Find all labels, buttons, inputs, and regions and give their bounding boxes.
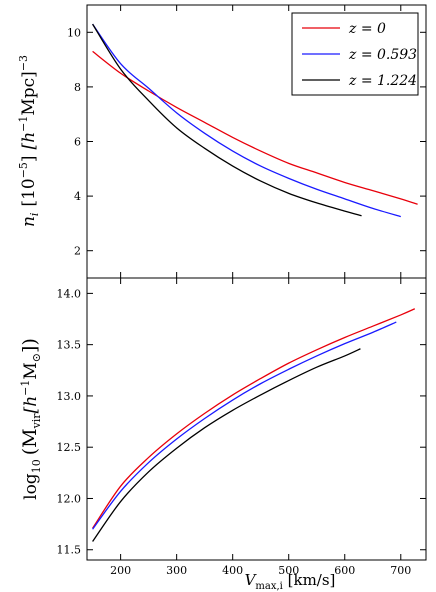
top-y-ticks: 2 4 6 8 10 <box>67 26 426 258</box>
bot-ylabel-func: log <box>21 473 41 500</box>
legend: z = 0 z = 0.593 z = 1.224 <box>291 12 419 96</box>
top-y-tick-label: 4 <box>74 190 81 203</box>
top-series-line-0 <box>92 50 418 205</box>
top-y-tick-label: 6 <box>74 136 81 149</box>
bottom-y-tick-label: 11.5 <box>57 544 82 557</box>
x-tick-label: 300 <box>166 564 187 577</box>
bottom-y-tick-label: 14.0 <box>57 287 82 300</box>
bottom-panel: 11.5 12.0 12.5 13.0 13.5 14.0 200 300 400 500 600… <box>19 277 427 592</box>
bottom-series-line-0 <box>92 308 416 529</box>
bottom-y-tick-label: 13.5 <box>57 339 82 352</box>
bottom-x-ticks: 200 300 400 500 600 700 <box>110 278 411 577</box>
bottom-y-axis-label: log10 (Mvir[h−1M⊙]) <box>19 338 43 500</box>
bottom-plot-frame <box>86 277 427 561</box>
bot-ylabel-sub: vir <box>30 413 43 430</box>
legend-label-z1224: z = 1.224 <box>348 73 417 89</box>
top-y-axis-label: ni [10−5] [h−1Mpc]−3 <box>17 55 41 227</box>
top-ylabel-unit1-close: ] <box>19 155 39 162</box>
xlabel-sym: V <box>245 571 258 589</box>
bot-ylabel-func-sub: 10 <box>30 459 43 473</box>
x-axis-label: Vmax,i [km/s] <box>245 571 336 592</box>
top-ylabel-exp2: −1 <box>17 116 30 132</box>
bottom-y-tick-label: 12.0 <box>57 492 82 505</box>
bottom-y-tick-label: 12.5 <box>57 441 82 454</box>
top-ylabel-sub: i <box>28 213 41 217</box>
x-tick-label: 600 <box>334 564 355 577</box>
top-series-lines <box>92 23 418 218</box>
bottom-series-line-2 <box>92 348 361 542</box>
top-series-line-1 <box>92 23 401 218</box>
top-ylabel-exp1: −5 <box>17 162 30 178</box>
bottom-y-ticks: 11.5 12.0 12.5 13.0 13.5 14.0 <box>57 287 426 557</box>
legend-label-z0593: z = 0.593 <box>348 47 417 63</box>
x-tick-label: 500 <box>278 564 299 577</box>
top-panel: 2 4 6 8 10 z = 0 z = 0.593 z = 1.224 ni [10−5… <box>17 4 427 279</box>
x-tick-label: 400 <box>222 564 243 577</box>
bottom-y-tick-label: 13.0 <box>57 390 82 403</box>
bot-ylabel-close: ]) <box>19 338 41 353</box>
top-y-tick-label: 8 <box>74 81 81 94</box>
top-ylabel-exp3: −3 <box>17 55 30 71</box>
xlabel-unit: [km/s] <box>283 571 336 589</box>
top-ylabel-unit2-mid: Mpc] <box>19 71 39 115</box>
bot-ylabel-mid: [h <box>21 396 41 414</box>
bottom-series-line-1 <box>92 321 397 530</box>
top-x-ticks <box>120 5 402 278</box>
top-ylabel-sym: n <box>19 216 39 227</box>
top-y-tick-label: 10 <box>67 26 81 39</box>
top-series-line-2 <box>92 23 362 217</box>
bottom-series-lines <box>92 308 416 542</box>
bot-ylabel-msun-sub: ⊙ <box>30 353 43 362</box>
bot-ylabel-exp: −1 <box>19 380 32 396</box>
legend-label-z0: z = 0 <box>348 21 386 37</box>
top-ylabel-unit2: [h <box>19 132 39 150</box>
xlabel-sub: max,i <box>255 581 282 592</box>
bot-ylabel-msun: M <box>21 362 41 379</box>
x-tick-label: 200 <box>110 564 131 577</box>
top-ylabel-unit1: [10 <box>19 178 39 206</box>
top-y-tick-label: 2 <box>74 245 81 258</box>
x-tick-label: 700 <box>390 564 411 577</box>
bot-ylabel-open: (M <box>19 428 41 455</box>
